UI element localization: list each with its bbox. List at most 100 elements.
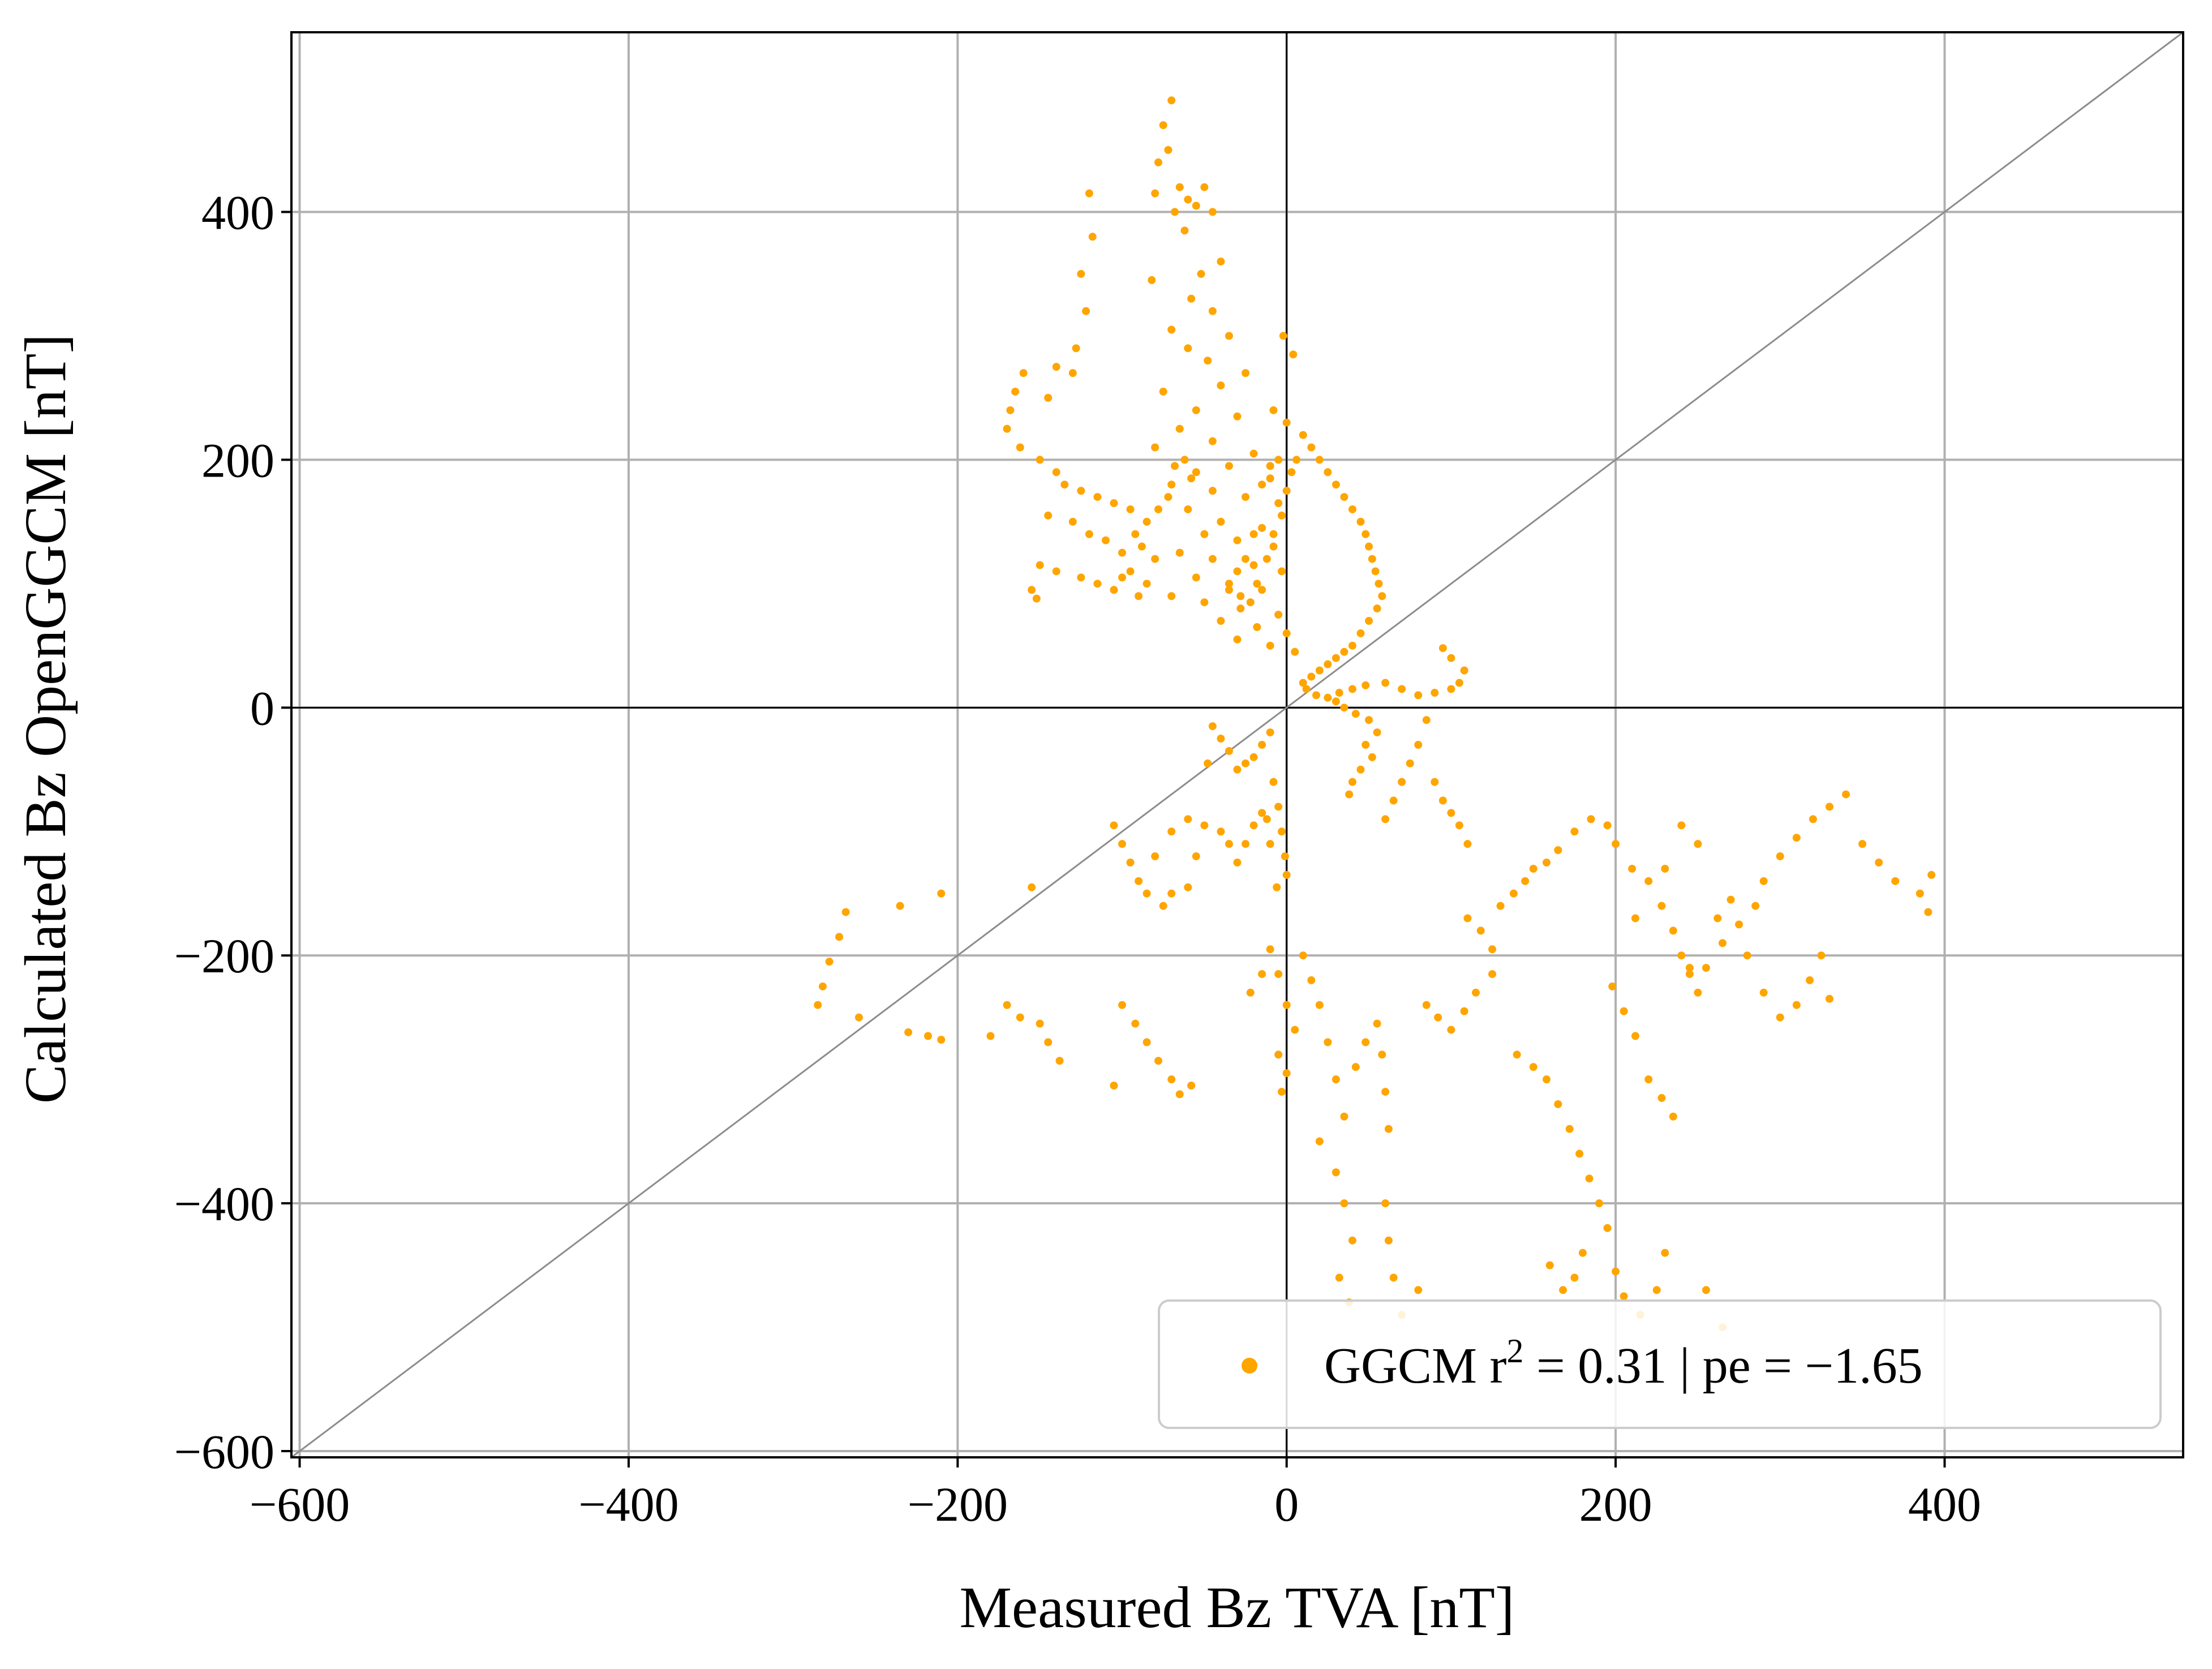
data-point: [1197, 269, 1205, 278]
data-point: [1381, 1199, 1390, 1208]
data-point: [1249, 753, 1258, 761]
data-point: [1312, 691, 1321, 700]
data-point: [1200, 530, 1209, 538]
data-point: [1044, 511, 1053, 520]
data-point: [1434, 1013, 1442, 1022]
data-point: [1447, 685, 1455, 693]
data-point: [1361, 530, 1370, 538]
data-point: [1315, 666, 1324, 675]
data-point: [1175, 548, 1184, 557]
data-point: [1036, 561, 1044, 569]
ticks: −600 −400 −200 0 200 400 −600 −400 −200 0 200 400: [174, 185, 1981, 1531]
data-point: [1253, 580, 1261, 588]
data-point: [1082, 307, 1090, 315]
data-point: [1585, 1174, 1594, 1183]
data-point: [1324, 693, 1332, 702]
data-point: [1608, 982, 1617, 990]
data-point: [1258, 741, 1266, 749]
data-point: [1217, 517, 1225, 526]
data-point: [1702, 964, 1710, 972]
data-point: [1447, 809, 1455, 817]
data-point: [1236, 592, 1245, 600]
data-point: [1242, 369, 1250, 377]
data-point: [1180, 226, 1189, 235]
data-point: [1110, 586, 1118, 594]
data-point: [1335, 1273, 1343, 1282]
data-point: [1373, 604, 1381, 613]
data-point: [1192, 573, 1200, 582]
data-point: [1554, 1100, 1562, 1108]
data-point: [1204, 759, 1212, 767]
data-point: [1269, 406, 1278, 414]
data-point: [1509, 889, 1518, 898]
data-point: [854, 1013, 863, 1022]
data-point: [1669, 926, 1677, 935]
data-point: [1019, 369, 1028, 377]
data-point: [1110, 1082, 1118, 1090]
data-point: [1167, 592, 1176, 600]
data-point: [1167, 889, 1176, 898]
data-point: [1118, 548, 1127, 557]
data-point: [1657, 902, 1666, 910]
data-point: [1233, 859, 1242, 867]
data-point: [1151, 189, 1159, 198]
data-point: [1282, 418, 1291, 427]
data-point: [1217, 827, 1225, 836]
data-point: [1677, 951, 1686, 960]
data-point: [1217, 617, 1225, 625]
data-point: [1463, 840, 1472, 848]
data-point: [1246, 988, 1255, 997]
y-tick-label: −600: [174, 1425, 274, 1479]
data-point: [1266, 474, 1274, 483]
data-point: [1809, 815, 1817, 823]
data-point: [1175, 1090, 1184, 1099]
data-point: [1324, 660, 1332, 668]
data-point: [1052, 468, 1060, 477]
data-point: [1131, 530, 1140, 538]
data-point: [1242, 840, 1250, 848]
data-point: [1543, 859, 1551, 867]
data-point: [1277, 511, 1286, 520]
data-point: [1455, 821, 1463, 830]
data-point: [1249, 561, 1258, 569]
data-point: [1192, 468, 1200, 477]
data-point: [1233, 536, 1242, 544]
y-tick-label: −400: [174, 1177, 274, 1231]
data-point: [1249, 821, 1258, 830]
data-point: [1171, 208, 1179, 216]
data-point: [1077, 573, 1085, 582]
legend-entry-prefix: GGCM r: [1324, 1338, 1507, 1394]
data-point: [1826, 994, 1834, 1003]
data-point: [1093, 580, 1102, 588]
data-point: [1135, 592, 1143, 600]
data-point: [1299, 431, 1307, 439]
data-point: [1225, 462, 1233, 470]
data-point: [1759, 877, 1768, 885]
data-point: [1431, 778, 1439, 786]
data-point: [1154, 1057, 1162, 1065]
data-point: [1751, 902, 1760, 910]
data-point: [1167, 96, 1176, 105]
data-point: [1282, 1001, 1291, 1009]
data-point: [1266, 840, 1274, 848]
data-point: [1233, 765, 1242, 774]
data-point: [1694, 840, 1702, 848]
data-point: [1406, 759, 1414, 767]
data-point: [1200, 821, 1209, 830]
data-point: [1620, 1292, 1628, 1301]
data-point: [1373, 1019, 1381, 1028]
data-point: [1282, 629, 1291, 637]
data-point: [1088, 233, 1097, 241]
data-point: [1060, 480, 1069, 489]
data-point: [1184, 344, 1192, 353]
data-point: [841, 908, 850, 916]
data-point: [1858, 840, 1867, 848]
data-point: [1776, 1013, 1784, 1022]
data-point: [1587, 815, 1595, 823]
data-point: [1137, 542, 1146, 551]
data-point: [1274, 456, 1283, 464]
data-point: [1258, 809, 1266, 817]
data-point: [1644, 877, 1653, 885]
data-point: [1180, 456, 1189, 464]
data-point: [1545, 1261, 1554, 1269]
